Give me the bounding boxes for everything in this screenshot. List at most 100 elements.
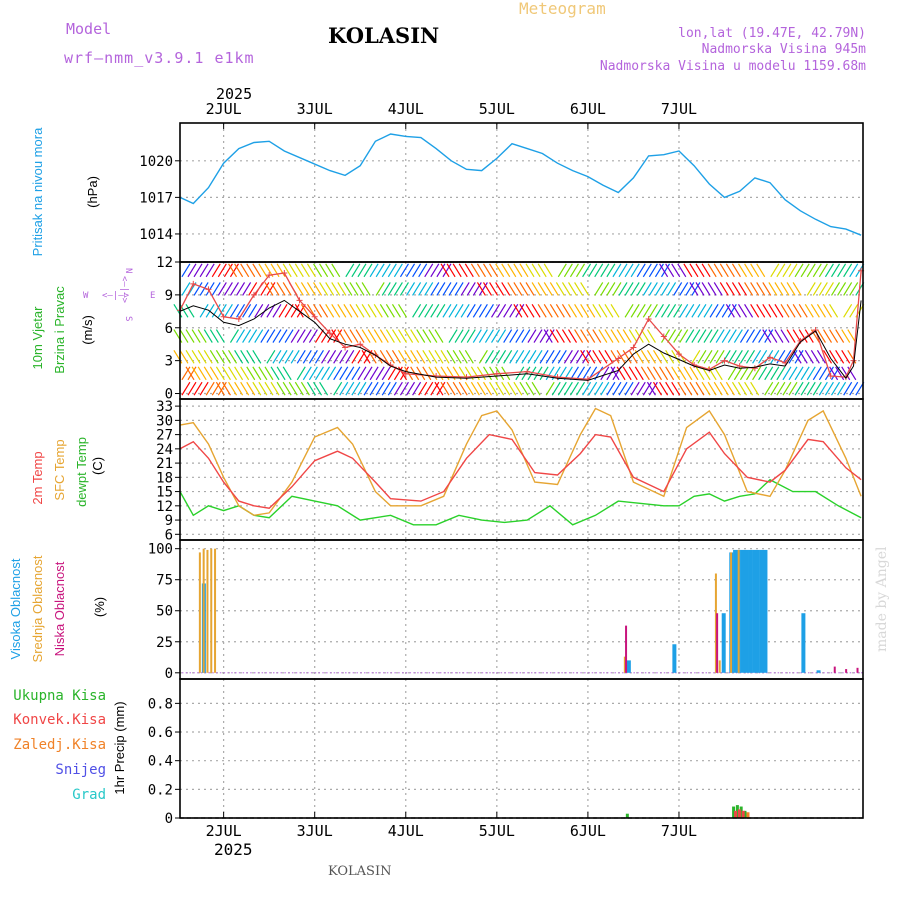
cloud-bar: [755, 549, 760, 673]
wind-barb: [713, 263, 723, 278]
wind-barb: [792, 304, 802, 318]
wind-barb: [715, 304, 725, 318]
wind-barb: [849, 381, 859, 396]
wind-barb: [752, 366, 762, 381]
wind-barb: [739, 366, 749, 381]
wind-barb: [339, 366, 349, 381]
precip-bar: [741, 810, 745, 818]
wind-barb: [847, 329, 857, 343]
wind-barb: [412, 263, 422, 278]
wind-barb: [509, 304, 519, 318]
wind-barb: [282, 282, 292, 296]
wind-barb: [452, 381, 462, 396]
wind-barb: [345, 381, 355, 396]
wind-barb: [199, 381, 209, 396]
low-cloud-label: Niska Oblacnost: [52, 561, 67, 656]
wind-barb: [830, 381, 841, 396]
wind-barb: [774, 329, 784, 343]
wind-barb: [519, 263, 529, 278]
cloud-bar: [626, 660, 631, 673]
wind-barb: [830, 263, 841, 278]
wind-barb: [181, 282, 191, 296]
wind-barb: [215, 329, 225, 343]
wind-barb: [393, 381, 403, 396]
wind-barb: [260, 329, 270, 343]
wind-barb: [191, 366, 201, 381]
wind-barb: [223, 282, 233, 296]
wind-barb: [355, 329, 365, 343]
wind-barb: [351, 350, 361, 364]
wind-barb: [586, 304, 596, 318]
y-tick-label: 12: [156, 255, 173, 271]
wind-barb: [810, 350, 820, 364]
wind-barb: [610, 329, 620, 343]
wind-barb: [618, 263, 628, 278]
wind-barb: [707, 381, 717, 396]
wind-barb: [357, 263, 367, 278]
wind-barb: [551, 381, 561, 396]
wind-barb: [381, 381, 391, 396]
wind-barb: [792, 329, 802, 343]
wind-barb: [594, 381, 604, 396]
wind-gust-marker: [220, 313, 227, 320]
wind-barb: [398, 304, 408, 318]
wind-barb: [758, 350, 768, 364]
wind-barb: [588, 381, 598, 396]
wind-barb: [695, 381, 705, 396]
wind-barb: [527, 350, 537, 364]
wind-barb: [476, 282, 486, 296]
wind-barb: [697, 304, 707, 318]
wind-barb: [756, 282, 766, 296]
cloud-bar: [845, 669, 848, 673]
wind-barb: [792, 282, 802, 296]
wind-barb: [624, 282, 634, 296]
wind-barb: [497, 304, 507, 318]
wind-barb: [325, 282, 335, 296]
compass-s: S: [123, 316, 133, 321]
wind-barb: [278, 350, 288, 364]
wind-barb: [185, 304, 195, 318]
wind-barb: [179, 350, 189, 364]
wind-barb: [363, 366, 373, 381]
wind-barb: [240, 366, 250, 381]
wind-barb: [398, 329, 408, 343]
wind-compass: W E <—|—> N <—|—> S: [83, 268, 155, 321]
snow-label: Snijeg: [55, 762, 106, 778]
wind-barb: [412, 381, 422, 396]
cloud-bar: [210, 548, 213, 673]
wind-barb: [234, 381, 244, 396]
wind-barb: [361, 350, 371, 364]
day-label-top: 3JUL: [297, 100, 333, 118]
wind-barb: [430, 381, 440, 396]
wind-barb: [661, 282, 671, 296]
wind-barb: [339, 381, 349, 396]
wind-barb: [545, 381, 555, 396]
wind-barb: [600, 282, 610, 296]
wind-barb: [788, 366, 798, 381]
credit-text: made by Angel: [874, 546, 890, 652]
wind-barb: [561, 282, 571, 296]
wind-barb: [181, 263, 191, 278]
wind-barb: [406, 282, 416, 296]
wind-barb: [308, 329, 318, 343]
wind-barb: [385, 329, 395, 343]
wind-barb: [557, 350, 567, 364]
wind-barb: [406, 263, 416, 278]
wind-barb: [628, 366, 638, 381]
wind-band: [181, 282, 865, 296]
wind-barb: [503, 350, 513, 364]
wind-barb: [612, 282, 622, 296]
wind-band: [173, 329, 857, 343]
y-tick-label: 50: [156, 604, 173, 620]
wind-barb: [509, 350, 519, 364]
wind-barb: [246, 263, 256, 278]
cloud-bar: [716, 613, 719, 673]
wind-barb: [313, 304, 323, 318]
wind-barb: [752, 329, 762, 343]
wind-barb: [731, 381, 741, 396]
wind-barb: [770, 366, 780, 381]
wind-barb: [399, 263, 409, 278]
wind-barb: [252, 366, 262, 381]
wind-barb: [555, 304, 565, 318]
wind-barb: [642, 381, 652, 396]
